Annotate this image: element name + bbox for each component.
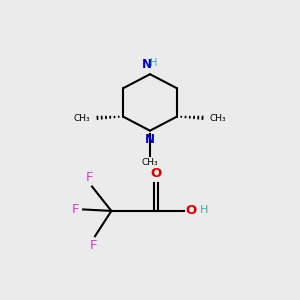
Text: N: N xyxy=(141,58,152,70)
Text: F: F xyxy=(86,171,93,184)
Text: H: H xyxy=(200,205,208,215)
Text: O: O xyxy=(186,204,197,218)
Text: CH₃: CH₃ xyxy=(74,113,90,122)
Text: F: F xyxy=(72,203,80,216)
Text: CH₃: CH₃ xyxy=(142,158,158,167)
Text: N: N xyxy=(145,133,155,146)
Text: CH₃: CH₃ xyxy=(210,113,226,122)
Text: O: O xyxy=(150,167,162,180)
Text: F: F xyxy=(90,239,97,252)
Text: H: H xyxy=(150,58,157,68)
